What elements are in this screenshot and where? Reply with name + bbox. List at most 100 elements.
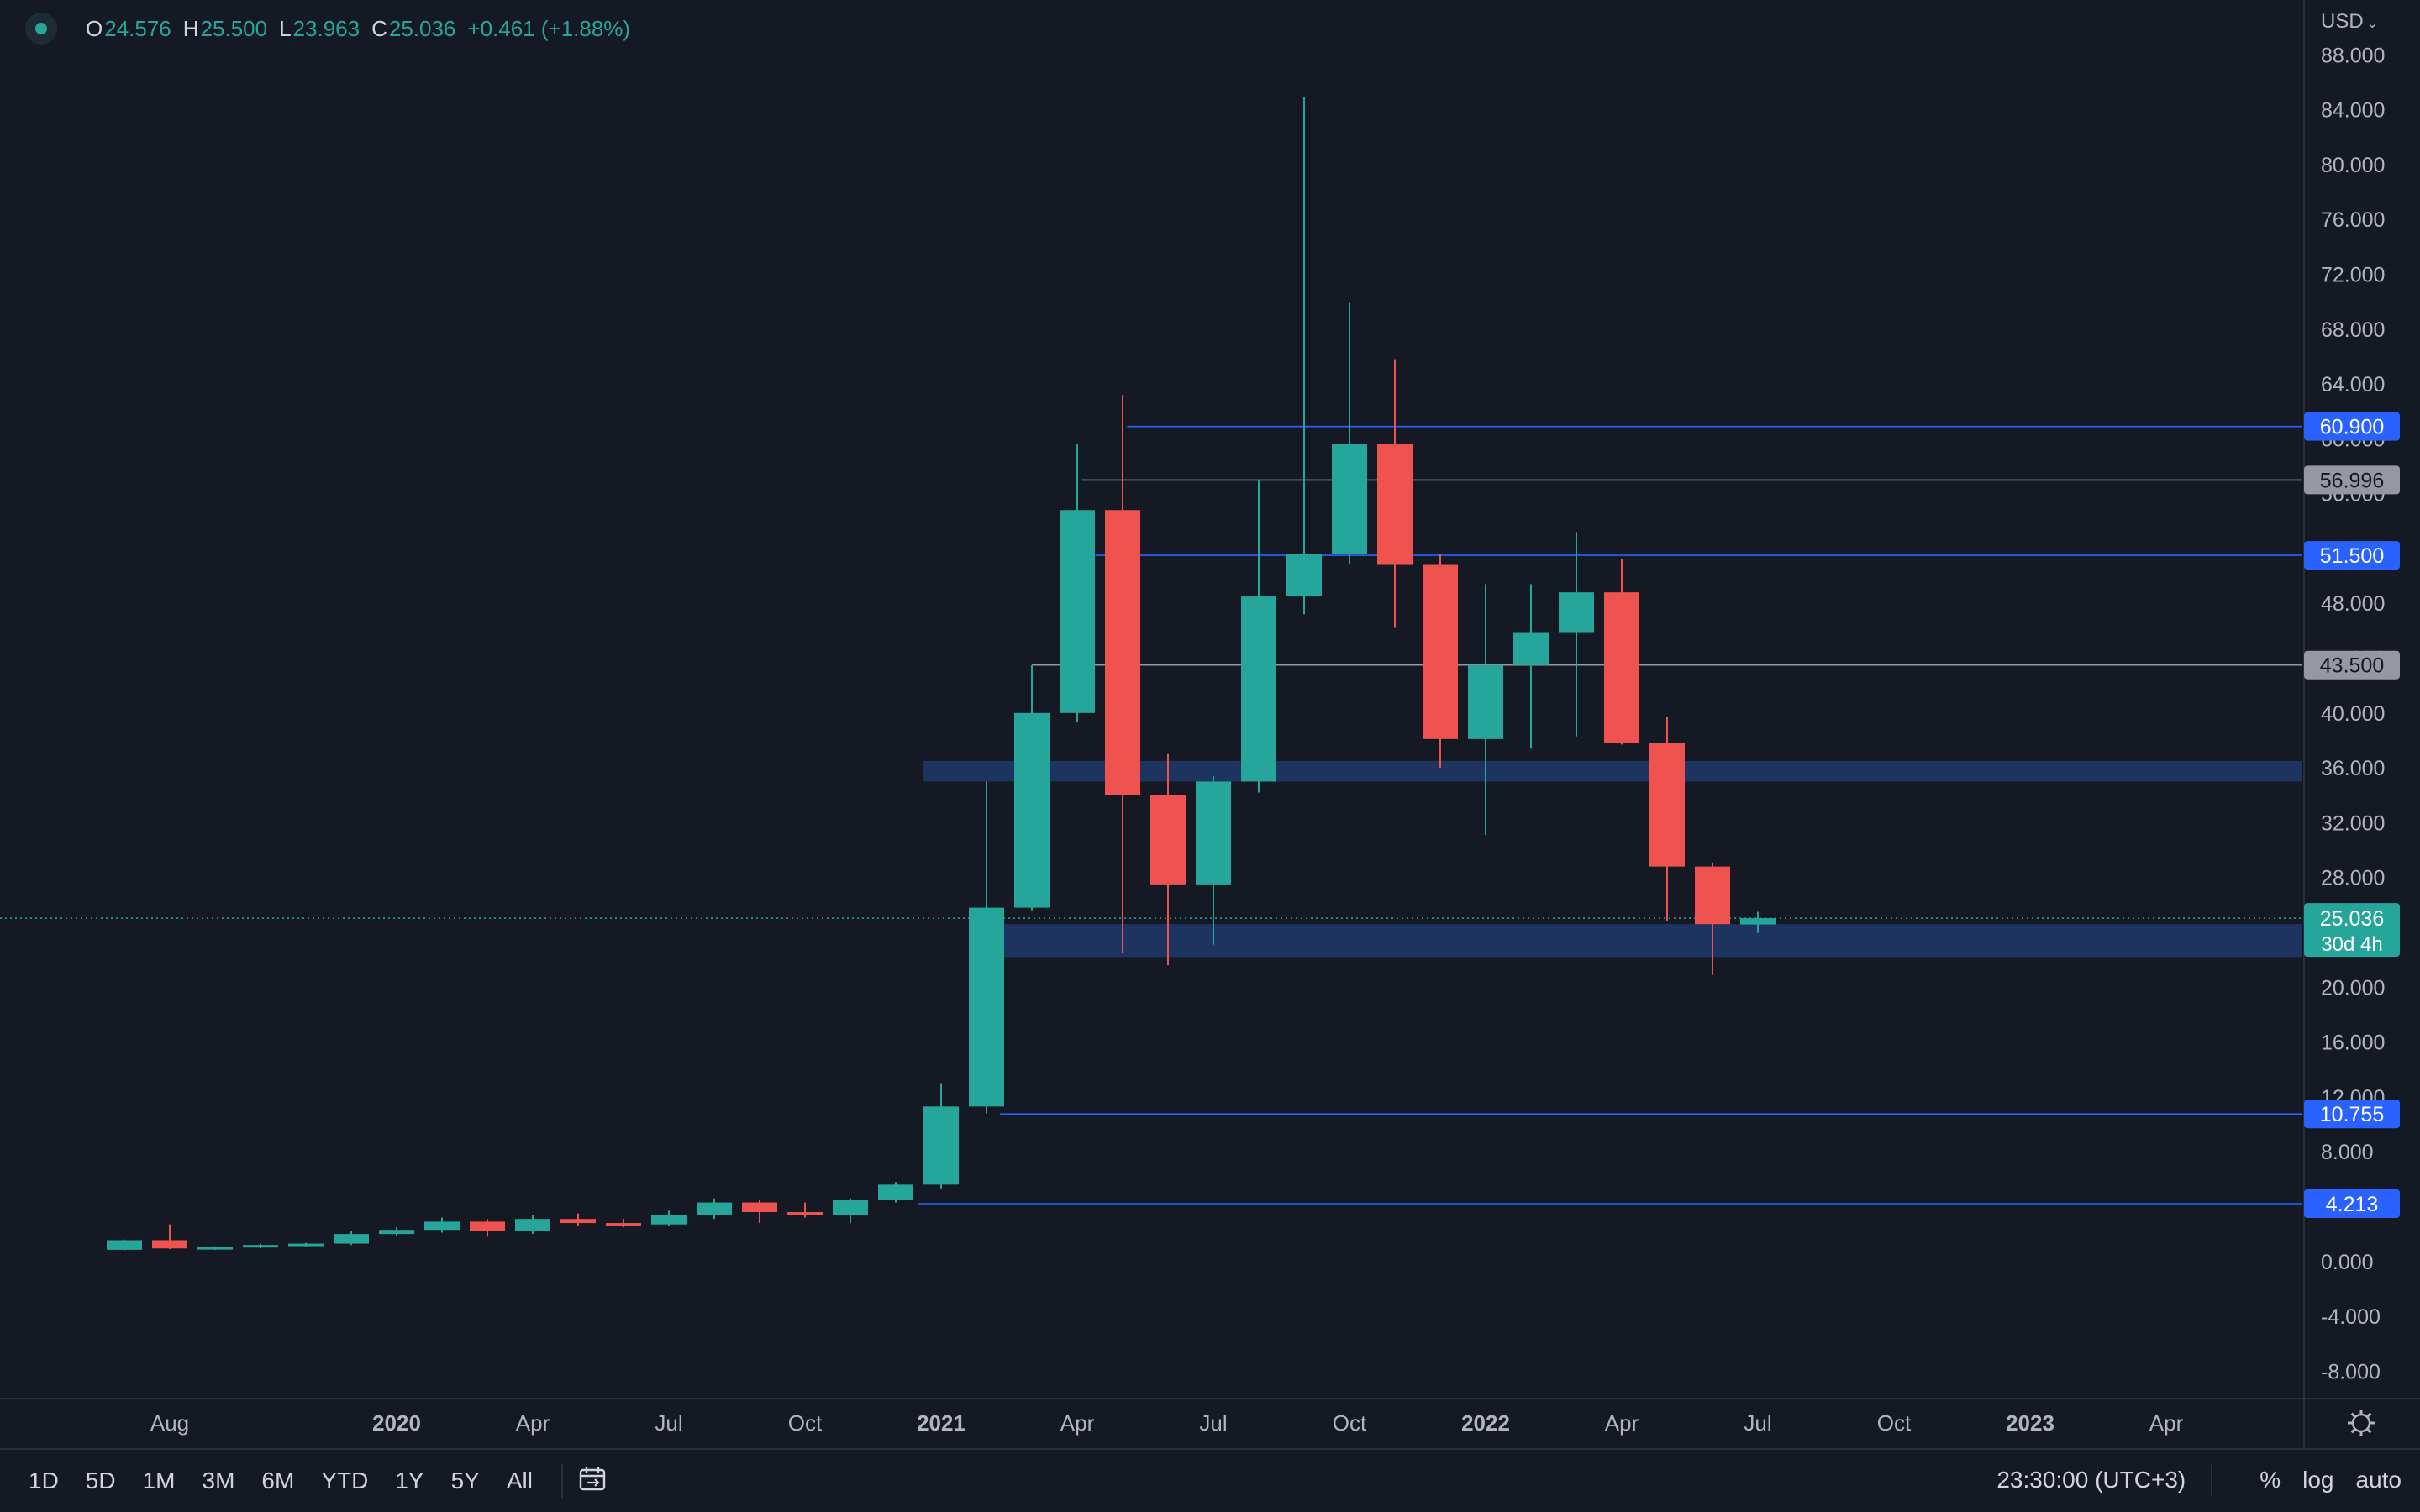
- last-price-text: 25.036: [2320, 907, 2384, 931]
- x-tick-label: Apr: [1605, 1410, 1639, 1436]
- candle-body[interactable]: [697, 1202, 732, 1215]
- y-tick-label: 64.000: [2321, 373, 2385, 396]
- level-price-label-badge: [2304, 1189, 2400, 1218]
- range-5y-button[interactable]: 5Y: [450, 1467, 480, 1494]
- x-tick-label: Apr: [2149, 1410, 2184, 1436]
- candle-body[interactable]: [560, 1219, 596, 1224]
- currency-label: USD: [2321, 10, 2364, 33]
- high-label: H: [182, 15, 199, 41]
- candle-body[interactable]: [651, 1215, 687, 1225]
- x-tick-label: 2021: [917, 1410, 965, 1436]
- candle-body[interactable]: [1241, 596, 1276, 782]
- candle-body[interactable]: [742, 1202, 777, 1212]
- candle-body[interactable]: [1332, 444, 1367, 554]
- gear-tooth: [2366, 1428, 2372, 1434]
- range-1y-button[interactable]: 1Y: [395, 1467, 424, 1494]
- x-tick-label: Oct: [1877, 1410, 1912, 1436]
- candle-body[interactable]: [1105, 510, 1140, 795]
- percent-scale-button[interactable]: %: [2260, 1467, 2281, 1493]
- level-price-label-badge: [2304, 1100, 2400, 1129]
- candle-body[interactable]: [1604, 592, 1639, 743]
- level-price-label-badge: [2304, 412, 2400, 441]
- level-price-label-badge: [2304, 465, 2400, 495]
- level-price-label-text: 43.500: [2320, 654, 2384, 678]
- y-tick-label: 0.000: [2321, 1251, 2374, 1274]
- level-price-label-text: 10.755: [2320, 1103, 2384, 1126]
- candle-body[interactable]: [1740, 918, 1776, 925]
- support-zone-0: [923, 760, 2302, 782]
- candle-body[interactable]: [470, 1221, 505, 1231]
- x-tick-label: Apr: [1060, 1410, 1095, 1436]
- last-price-badge: [2304, 903, 2400, 958]
- y-tick-label: 84.000: [2321, 99, 2385, 123]
- open-label: O: [86, 15, 103, 41]
- candle-body[interactable]: [1649, 743, 1685, 867]
- y-tick-label: 88.000: [2321, 44, 2385, 67]
- symbol-status-icon: [25, 13, 57, 45]
- candle-body[interactable]: [288, 1243, 324, 1247]
- candle-body[interactable]: [1286, 554, 1322, 597]
- candle-body[interactable]: [833, 1200, 868, 1215]
- y-tick-label: 72.000: [2321, 263, 2385, 286]
- range-3m-button[interactable]: 3M: [202, 1467, 235, 1494]
- y-tick-label: 48.000: [2321, 592, 2385, 616]
- x-tick-label: Oct: [788, 1410, 823, 1436]
- y-tick-label: 8.000: [2321, 1141, 2374, 1164]
- candle-body[interactable]: [1559, 592, 1594, 633]
- x-tick-label: Apr: [516, 1410, 550, 1436]
- candle-body[interactable]: [1060, 510, 1095, 713]
- candle-body[interactable]: [515, 1219, 550, 1231]
- open-value: 24.576: [104, 15, 171, 41]
- candle-body[interactable]: [606, 1223, 641, 1226]
- candle-body[interactable]: [1513, 632, 1549, 665]
- settings-gear-icon[interactable]: [2348, 1410, 2375, 1436]
- candle-body[interactable]: [243, 1245, 278, 1248]
- candle-body[interactable]: [1695, 866, 1730, 925]
- low-value: 23.963: [292, 15, 360, 41]
- candle-body[interactable]: [379, 1230, 414, 1235]
- toolbar-divider-right: [2211, 1463, 2213, 1497]
- candle-body[interactable]: [424, 1221, 460, 1231]
- candle-body[interactable]: [1150, 795, 1186, 885]
- high-value: 25.500: [200, 15, 268, 41]
- date-range-icon[interactable]: [578, 1466, 608, 1497]
- candle-body[interactable]: [1468, 664, 1503, 739]
- bar-countdown-text: 30d 4h: [2321, 933, 2382, 956]
- candle-body[interactable]: [878, 1184, 913, 1200]
- candle-body[interactable]: [787, 1212, 823, 1215]
- range-1d-button[interactable]: 1D: [29, 1467, 59, 1494]
- close-value: 25.036: [388, 15, 456, 41]
- y-tick-label: 16.000: [2321, 1032, 2385, 1055]
- candle-body[interactable]: [1014, 712, 1050, 908]
- range-all-button[interactable]: All: [506, 1467, 533, 1494]
- x-tick-label: 2022: [1461, 1410, 1510, 1436]
- candle-body[interactable]: [1423, 564, 1458, 739]
- candle-body[interactable]: [334, 1234, 369, 1244]
- x-tick-label: 2023: [2006, 1410, 2054, 1436]
- candle-body[interactable]: [1196, 781, 1231, 885]
- x-tick-label: Aug: [150, 1410, 189, 1436]
- toolbar-divider: [560, 1464, 563, 1498]
- y-tick-label: 68.000: [2321, 318, 2385, 342]
- range-1m-button[interactable]: 1M: [142, 1467, 176, 1494]
- candle-body[interactable]: [152, 1240, 187, 1249]
- range-5d-button[interactable]: 5D: [85, 1467, 116, 1494]
- auto-scale-button[interactable]: auto: [2355, 1467, 2402, 1493]
- timezone-clock[interactable]: 23:30:00 (UTC+3): [1996, 1467, 2186, 1493]
- log-scale-button[interactable]: log: [2302, 1467, 2334, 1493]
- candle-body[interactable]: [1377, 444, 1413, 565]
- bottom-toolbar: 1D 5D 1M 3M 6M YTD 1Y 5Y All 23:30:00 (U…: [0, 1448, 2420, 1512]
- range-6m-button[interactable]: 6M: [261, 1467, 295, 1494]
- chevron-down-icon: ⌄: [2366, 17, 2379, 31]
- range-ytd-button[interactable]: YTD: [321, 1467, 369, 1494]
- level-price-label-text: 56.996: [2320, 469, 2384, 492]
- candle-body[interactable]: [197, 1247, 233, 1250]
- ohlc-legend: O 24.576 H 25.500 L 23.963 C 25.036 +0.4…: [25, 12, 642, 45]
- candle-body[interactable]: [923, 1106, 959, 1185]
- candle-body[interactable]: [969, 907, 1004, 1107]
- y-tick-label: 32.000: [2321, 811, 2385, 835]
- currency-selector[interactable]: USD ⌄: [2321, 10, 2378, 34]
- candle-body[interactable]: [107, 1240, 142, 1250]
- gear-tooth: [2366, 1412, 2372, 1418]
